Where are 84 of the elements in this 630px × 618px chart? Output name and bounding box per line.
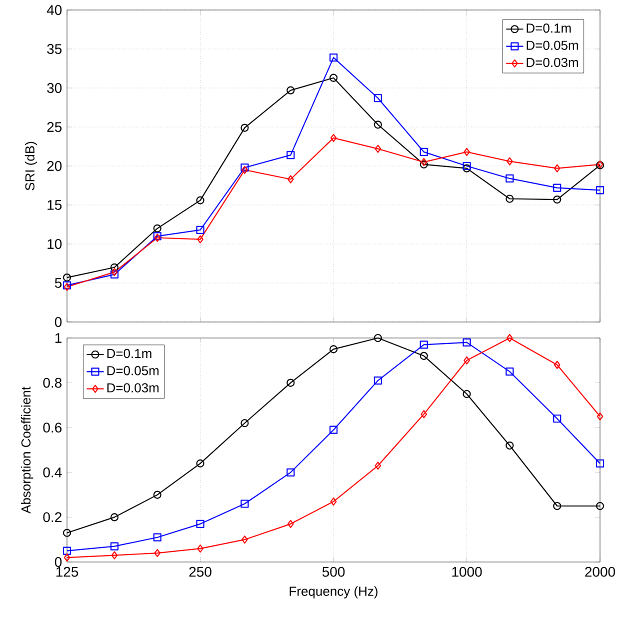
y-tick-label: 0.6 (43, 422, 62, 433)
point (462, 162, 471, 170)
point (374, 120, 382, 129)
point (329, 345, 338, 354)
legend-label: D=0.05m (107, 366, 159, 376)
point (420, 340, 428, 349)
point (329, 426, 338, 434)
point (374, 94, 382, 102)
point (506, 174, 514, 183)
point (596, 459, 604, 468)
point (420, 148, 428, 156)
y-tick-label: 10 (48, 239, 62, 249)
point (329, 74, 338, 82)
point (330, 497, 337, 506)
point (464, 148, 470, 156)
point (596, 502, 604, 510)
y-tick-label: 0 (54, 557, 62, 567)
point (374, 144, 382, 153)
point (240, 500, 249, 508)
point (286, 151, 295, 160)
point (506, 441, 514, 450)
legend-label: D=0.03m (107, 383, 159, 392)
point (506, 157, 513, 166)
y-tick-label: 40 (46, 5, 62, 15)
legend-label: D=0.03m (526, 58, 578, 68)
y-tick-label: 30 (47, 83, 62, 93)
x-tick-label: 125 (56, 566, 78, 577)
y-axis-title: SRI (dB) (24, 142, 38, 190)
point (62, 528, 72, 537)
point (62, 273, 72, 282)
point (196, 226, 204, 234)
x-axis-title: Frequency (Hz) (290, 586, 378, 598)
point (64, 553, 70, 562)
y-tick-label: 15 (48, 200, 62, 210)
point (153, 533, 162, 542)
y-tick-label: 0.8 (43, 378, 62, 388)
y-tick-label: 0.4 (43, 467, 62, 478)
y-tick-label: 1 (55, 333, 62, 343)
point (374, 462, 382, 470)
y-axis-title: Absorption Coefficient (21, 386, 34, 514)
point (154, 548, 161, 558)
point (196, 520, 204, 528)
point (374, 376, 382, 385)
point (462, 390, 471, 398)
point (287, 520, 294, 528)
y-tick-label: 25 (47, 122, 62, 132)
legend-label: D=0.1m (107, 348, 152, 358)
point (242, 536, 248, 544)
point (420, 352, 428, 360)
point (506, 368, 514, 376)
point (153, 490, 162, 499)
point (506, 334, 513, 342)
x-tick-label: 2000 (585, 566, 616, 577)
point (286, 378, 295, 387)
y-tick-label: 0 (54, 317, 62, 327)
y-tick-label: 5 (54, 278, 62, 288)
point (196, 196, 204, 204)
legend-label: D=0.1m (526, 24, 571, 33)
point (462, 338, 471, 347)
point (506, 194, 514, 203)
point (596, 186, 604, 194)
x-tick-label: 250 (189, 566, 212, 577)
y-tick-label: 0.2 (43, 512, 62, 522)
point (197, 544, 204, 553)
point (374, 334, 382, 342)
legend-label: D=0.05m (526, 40, 578, 50)
point (62, 546, 72, 555)
point (197, 235, 204, 244)
point (286, 86, 295, 94)
point (286, 468, 295, 476)
point (329, 54, 338, 62)
y-tick-label: 35 (47, 44, 62, 54)
point (240, 419, 249, 428)
x-tick-label: 500 (322, 566, 345, 577)
point (287, 175, 294, 184)
point (464, 356, 470, 364)
point (153, 224, 162, 232)
point (330, 134, 337, 142)
x-tick-label: 1000 (452, 566, 482, 577)
y-tick-label: 20 (47, 161, 62, 171)
point (596, 412, 604, 420)
point (462, 164, 471, 172)
point (196, 459, 204, 468)
point (240, 124, 249, 132)
